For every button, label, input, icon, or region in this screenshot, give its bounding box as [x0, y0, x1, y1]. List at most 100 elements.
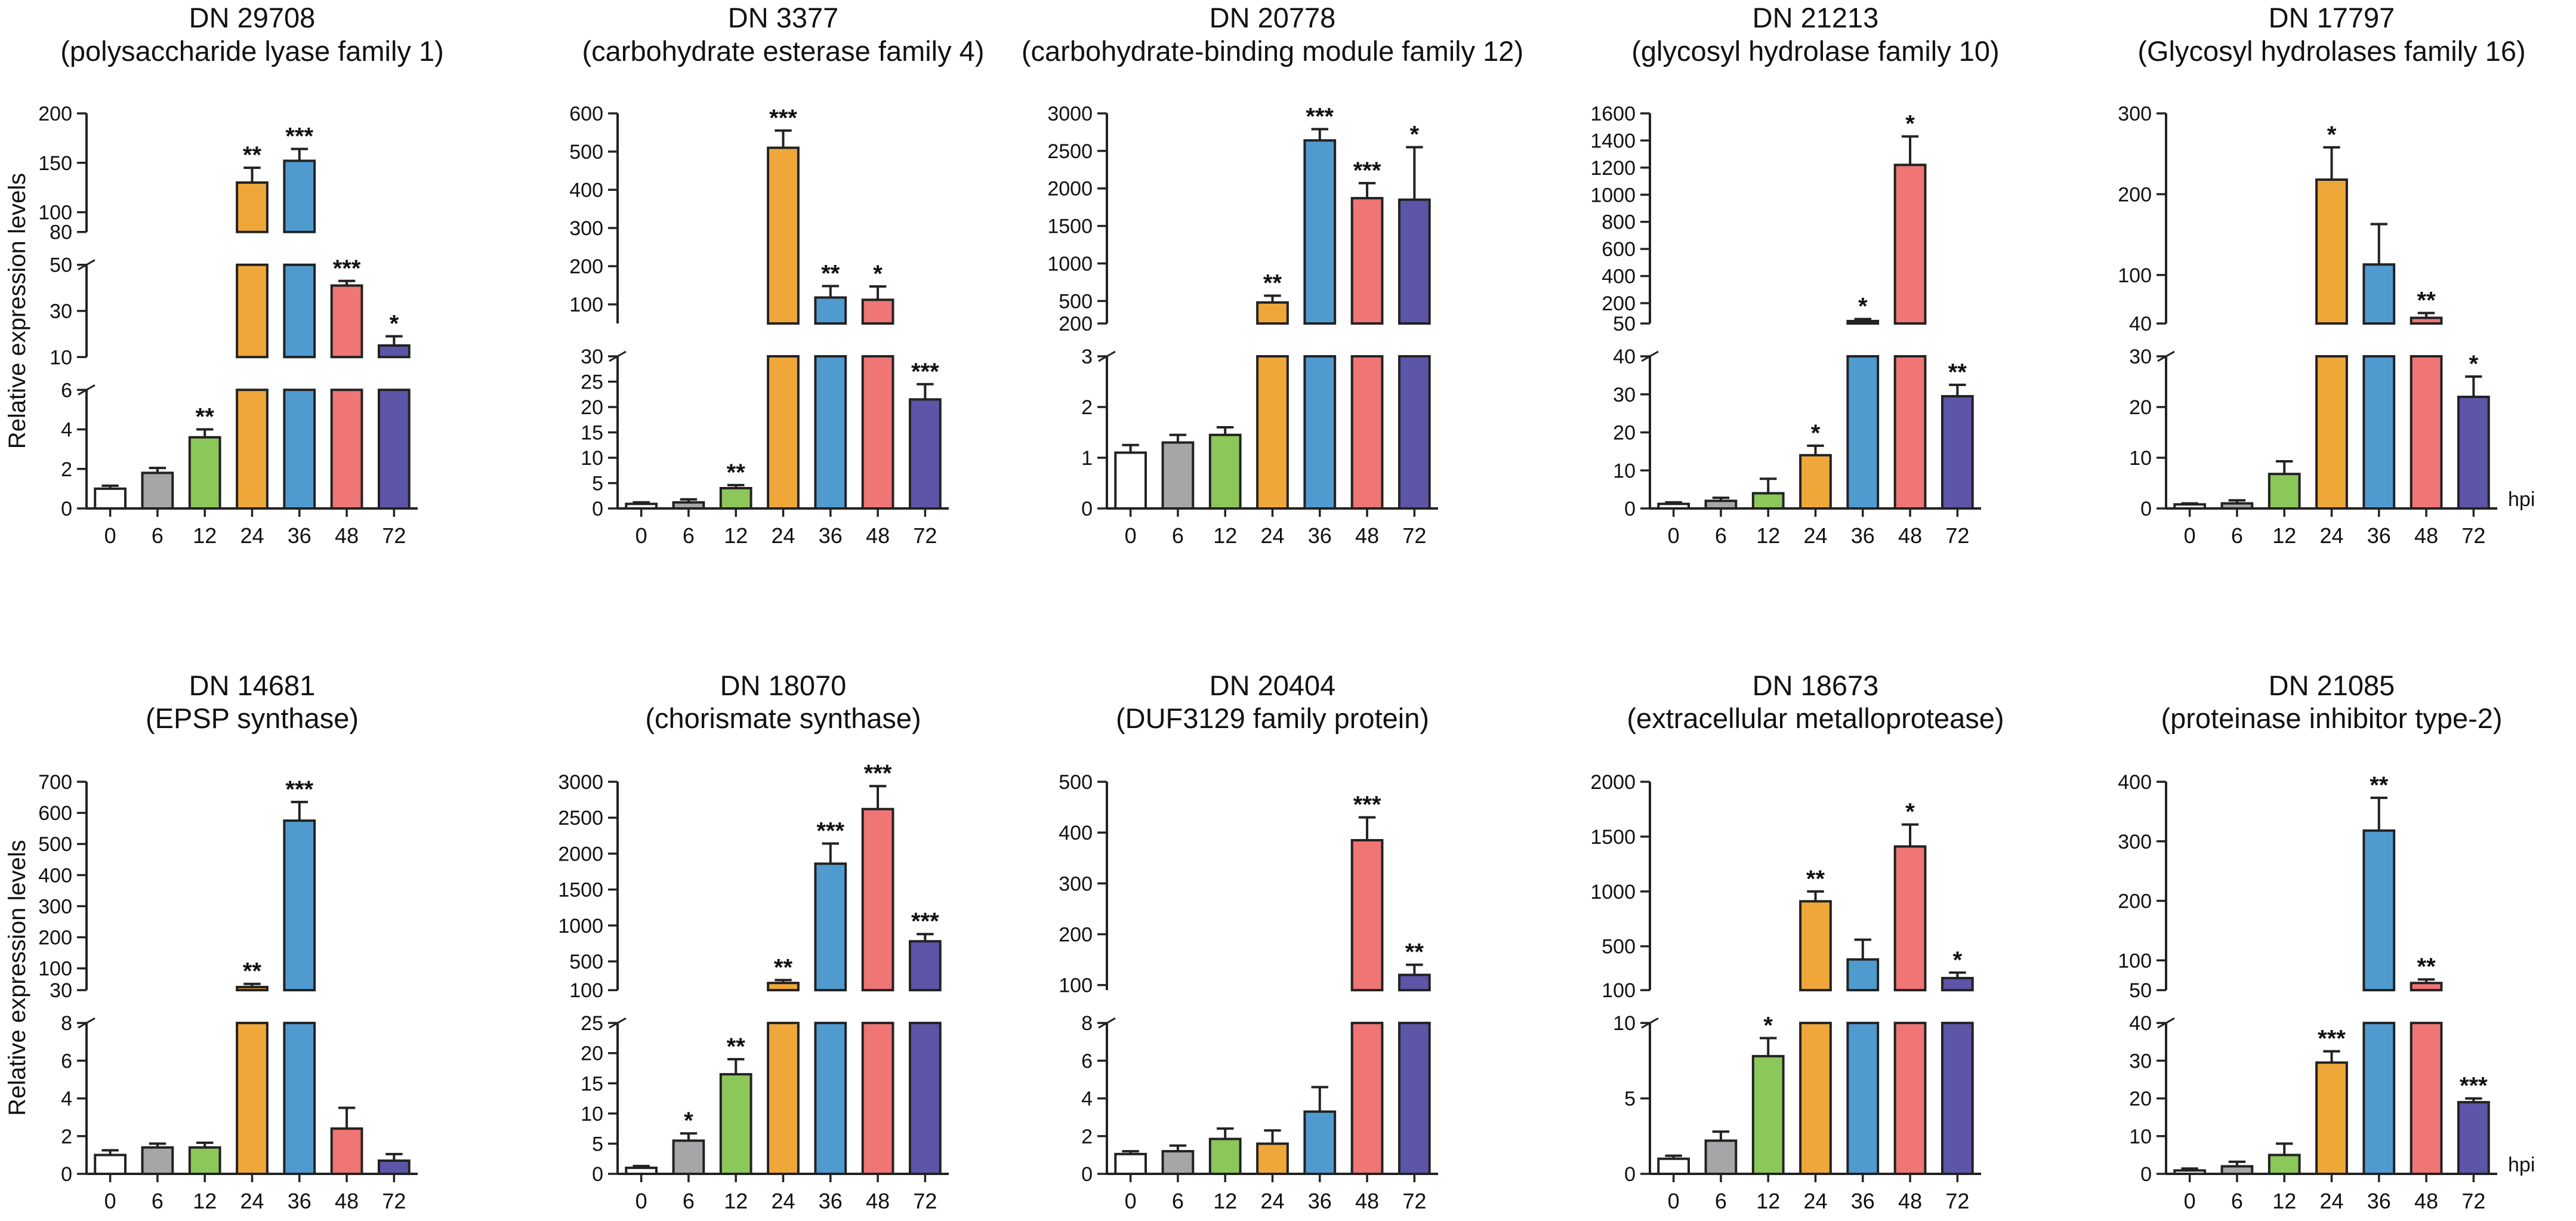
bar-6h: [1704, 1139, 1738, 1176]
x-tick-label: 24: [1803, 523, 1827, 548]
bar-24h: [236, 388, 269, 510]
y-tick-label: 500: [569, 951, 603, 973]
y-tick-label: 400: [1602, 266, 1636, 288]
y-tick-label: 0: [592, 1163, 603, 1186]
panel-dn-21213: DN 21213(glycosyl hydrolase family 10) 0 1…: [1590, 2, 1999, 548]
y-tick-label: 300: [569, 217, 603, 240]
y-tick-label: 20: [1613, 422, 1636, 445]
y-tick-label: 30: [2129, 346, 2152, 368]
bar-36h: [1303, 1110, 1337, 1175]
bar-72h: [908, 940, 942, 992]
y-tick-label: 400: [1059, 822, 1093, 844]
x-tick-label: 24: [2319, 523, 2343, 548]
bar-72h: [2457, 1100, 2490, 1175]
x-tick-label: 72: [1945, 1189, 1969, 1213]
bar-72h: [1397, 355, 1431, 510]
significance-label: ***: [911, 359, 939, 385]
significance-label: ***: [333, 255, 361, 282]
bar-48h: [330, 388, 363, 510]
x-tick-label: 72: [913, 1189, 937, 1213]
bar-6h: [1161, 1150, 1195, 1175]
y-tick-label: 1500: [1590, 826, 1636, 849]
axis-break-mark: [78, 1017, 95, 1029]
chart-subtitle: (EPSP synthase): [146, 702, 359, 734]
y-axis-label: Relative expression levels: [4, 840, 30, 1115]
y-tick-label: 30: [581, 346, 603, 368]
y-tick-label: 500: [569, 141, 603, 164]
x-tick-label: 12: [1756, 523, 1780, 548]
y-tick-label: 30: [1613, 384, 1636, 406]
bar-36h: [283, 819, 316, 992]
y-tick-label: 6: [1081, 1050, 1093, 1072]
y-tick-label: 1: [1081, 447, 1093, 470]
y-tick-label: 0: [61, 1163, 72, 1186]
significance-label: **: [774, 954, 793, 980]
x-tick-label: 0: [2184, 1189, 2196, 1213]
x-tick-label: 6: [152, 523, 163, 548]
bar-24h: [1799, 454, 1832, 510]
x-tick-label: 24: [240, 523, 264, 548]
bar-6h: [2220, 502, 2254, 510]
y-tick-label: 4: [61, 1088, 72, 1111]
y-tick-label: 1000: [1590, 184, 1636, 206]
y-tick-label: 3: [1081, 346, 1093, 368]
bar-12h: [1751, 1054, 1785, 1175]
x-tick-label: 36: [1851, 523, 1875, 548]
x-tick-label: 36: [819, 523, 843, 548]
bar-36h: [1846, 319, 1880, 325]
y-tick-label: 2: [1081, 396, 1093, 419]
y-tick-label: 200: [38, 103, 72, 125]
x-tick-label: 0: [635, 523, 647, 548]
y-tick-label: 20: [2129, 1088, 2152, 1111]
x-tick-label: 6: [2231, 1189, 2243, 1213]
y-tick-label: 0: [1624, 1163, 1636, 1186]
bar-6h: [1161, 441, 1195, 510]
significance-label: *: [2469, 351, 2479, 377]
y-tick-label: 100: [38, 202, 72, 224]
bar-12h: [2268, 473, 2301, 510]
y-tick-label: 20: [2129, 396, 2152, 419]
y-tick-label: 30: [50, 300, 72, 323]
y-tick-label: 200: [1059, 313, 1093, 335]
x-tick-label: 48: [1355, 1189, 1379, 1213]
chart-title: DN 18070: [720, 670, 847, 701]
significance-label: ***: [816, 818, 844, 844]
significance-label: **: [727, 460, 746, 486]
y-tick-label: 10: [1613, 460, 1636, 482]
bar-24h: [767, 146, 800, 325]
bar-48h: [1350, 838, 1384, 992]
x-tick-label: 24: [240, 1189, 264, 1213]
x-tick-label: 36: [2367, 523, 2391, 548]
bar-0h: [2173, 1169, 2207, 1176]
y-tick-label: 300: [2118, 103, 2152, 125]
x-tick-label: 72: [382, 523, 406, 548]
bar-48h: [861, 298, 894, 325]
bar-0h: [625, 1166, 658, 1175]
bar-36h: [2362, 829, 2396, 992]
y-tick-label: 3000: [1047, 103, 1093, 125]
y-tick-label: 100: [2118, 264, 2152, 287]
x-tick-label: 6: [1715, 1189, 1727, 1213]
y-tick-label: 10: [2129, 447, 2152, 470]
bar-12h: [1208, 1137, 1242, 1176]
bar-72h: [1397, 198, 1431, 325]
chart-title: DN 21213: [1753, 2, 1879, 33]
bar-48h: [1350, 1022, 1384, 1176]
bar-24h: [1256, 1142, 1289, 1176]
bar-36h: [814, 355, 847, 510]
y-tick-label: 8: [61, 1012, 72, 1035]
panel-dn-3377: DN 3377(carbohydrate esterase family 4) 0…: [569, 2, 984, 548]
x-tick-label: 48: [2414, 1189, 2438, 1213]
bar-36h: [1303, 355, 1337, 510]
y-tick-label: 20: [581, 396, 603, 419]
y-tick-label: 0: [1624, 498, 1636, 520]
y-tick-label: 50: [1613, 313, 1636, 335]
y-tick-label: 100: [569, 979, 603, 1002]
y-tick-label: 800: [1602, 211, 1636, 234]
bar-12h: [188, 436, 221, 510]
y-tick-label: 200: [2118, 183, 2152, 206]
panel-dn-18070: DN 18070(chorismate synthase) 0 5 10 15 20 25 1…: [558, 670, 949, 1213]
bar-72h: [2457, 396, 2490, 510]
x-tick-label: 6: [2231, 523, 2243, 548]
x-tick-label: 36: [1308, 1189, 1332, 1213]
